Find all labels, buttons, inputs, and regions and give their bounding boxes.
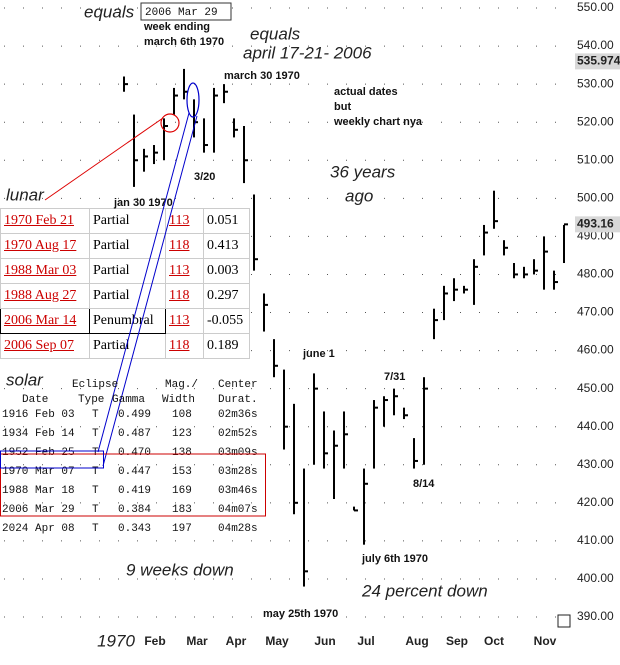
eclipse-date[interactable]: 1988 Mar 03 [0, 258, 90, 284]
x-tick-label: Sep [446, 634, 468, 648]
price-marker-label: 535.974 [577, 54, 620, 68]
y-tick-label: 410.00 [577, 533, 614, 547]
eclipse-type: Penumbral [89, 308, 166, 334]
eclipse-date[interactable]: 2006 Mar 14 [0, 308, 90, 334]
lunar-eclipse-table: 1970 Feb 21 Partial 113 0.051 1970 Aug 17 Par… [0, 208, 250, 359]
x-tick-label: Apr [226, 634, 247, 648]
gamma: 0.297 [203, 283, 250, 309]
eclipse-date[interactable]: 1970 Feb 21 [0, 208, 90, 234]
y-tick-label: 470.00 [577, 305, 614, 319]
y-tick-label: 530.00 [577, 76, 614, 90]
y-tick-label: 510.00 [577, 152, 614, 166]
gamma: 0.189 [203, 333, 250, 359]
x-tick-label: May [265, 634, 289, 648]
lunar-row: 2006 Sep 07 Partial 118 0.189 [0, 333, 250, 359]
price-marker-box [575, 53, 620, 70]
y-tick-label: 390.00 [577, 609, 614, 623]
y-tick-label: 460.00 [577, 343, 614, 357]
gamma: 0.003 [203, 258, 250, 284]
lunar-row: 1988 Mar 03 Partial 113 0.003 [0, 258, 250, 284]
x-tick-label: Jun [314, 634, 335, 648]
gamma: 0.051 [203, 208, 250, 234]
x-tick-label: Mar [186, 634, 208, 648]
x-tick-label: Oct [484, 634, 504, 648]
eclipse-type: Partial [89, 333, 166, 359]
lunar-row: 1970 Aug 17 Partial 118 0.413 [0, 233, 250, 259]
gamma: -0.055 [203, 308, 250, 334]
eclipse-type: Partial [89, 233, 166, 259]
y-tick-label: 430.00 [577, 457, 614, 471]
x-tick-label: Nov [534, 634, 557, 648]
y-tick-label: 540.00 [577, 38, 614, 52]
lunar-row: 1970 Feb 21 Partial 113 0.051 [0, 208, 250, 234]
y-tick-label: 500.00 [577, 190, 614, 204]
eclipse-type: Partial [89, 283, 166, 309]
x-tick-label: Feb [144, 634, 165, 648]
gamma: 0.413 [203, 233, 250, 259]
x-tick-label: Aug [405, 634, 428, 648]
eclipse-date[interactable]: 2006 Sep 07 [0, 333, 90, 359]
eclipse-type: Partial [89, 258, 166, 284]
y-tick-label: 550.00 [577, 0, 614, 14]
y-tick-label: 520.00 [577, 114, 614, 128]
saros[interactable]: 118 [165, 333, 204, 359]
price-marker-label: 493.16 [577, 217, 614, 231]
saros[interactable]: 113 [165, 258, 204, 284]
y-tick-label: 440.00 [577, 419, 614, 433]
saros[interactable]: 118 [165, 233, 204, 259]
y-tick-label: 450.00 [577, 381, 614, 395]
price-marker-box [575, 216, 620, 233]
y-tick-label: 420.00 [577, 495, 614, 509]
eclipse-type: Partial [89, 208, 166, 234]
eclipse-date[interactable]: 1970 Aug 17 [0, 233, 90, 259]
saros[interactable]: 113 [165, 208, 204, 234]
lunar-row: 1988 Aug 27 Partial 118 0.297 [0, 283, 250, 309]
x-tick-label: 1970 [97, 631, 135, 650]
saros[interactable]: 113 [165, 308, 204, 334]
saros[interactable]: 118 [165, 283, 204, 309]
y-tick-label: 480.00 [577, 267, 614, 281]
y-tick-label: 400.00 [577, 571, 614, 585]
eclipse-date[interactable]: 1988 Aug 27 [0, 283, 90, 309]
x-tick-label: Jul [357, 634, 374, 648]
lunar-row: 2006 Mar 14 Penumbral 113 -0.055 [0, 308, 250, 334]
